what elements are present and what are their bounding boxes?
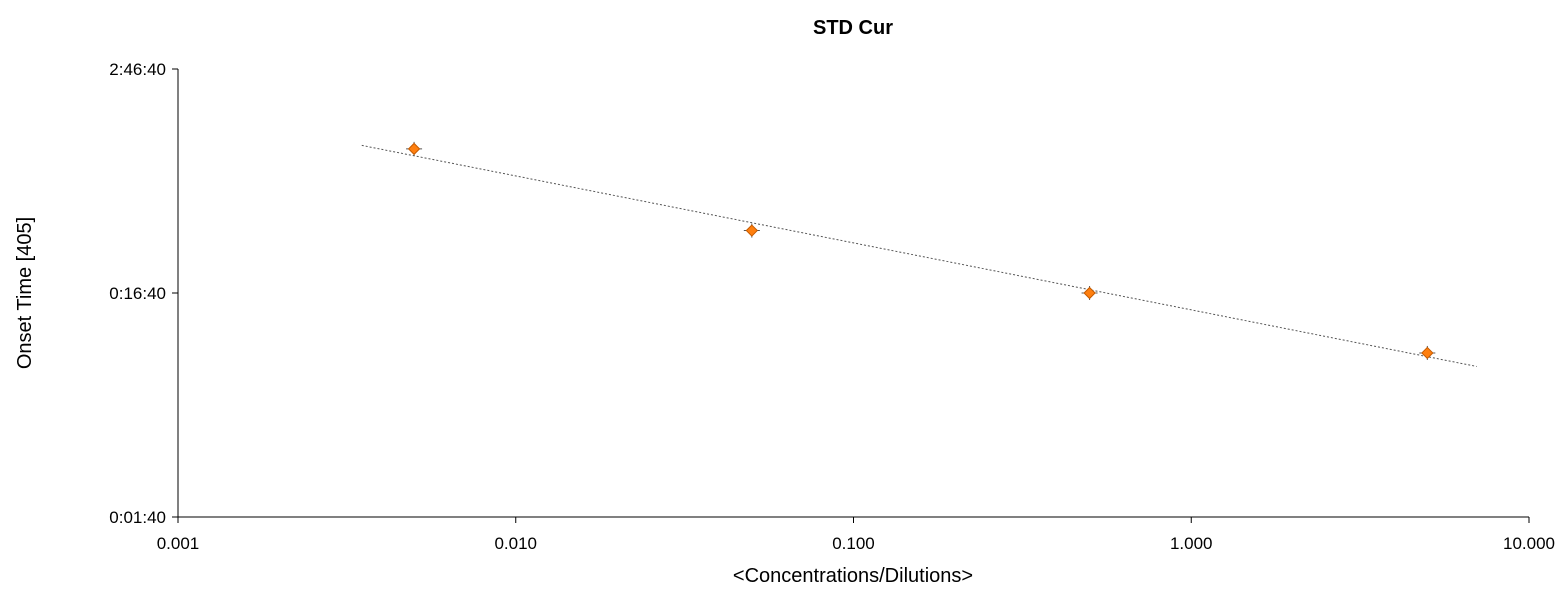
x-tick-label: 0.100 xyxy=(832,534,875,553)
data-point xyxy=(1081,286,1098,300)
point-marker xyxy=(1421,346,1434,360)
data-point xyxy=(1419,345,1436,360)
data-point xyxy=(406,141,423,156)
y-axis: 0:01:40 0:16:40 2:46:40 xyxy=(109,60,179,527)
point-marker xyxy=(745,224,759,237)
point-marker xyxy=(1083,286,1096,300)
y-tick-label: 0:16:40 xyxy=(109,284,166,303)
y-axis-label: Onset Time [405] xyxy=(14,217,36,369)
x-tick-label: 10.000 xyxy=(1503,534,1555,553)
x-tick-label: 0.010 xyxy=(494,534,537,553)
trendline xyxy=(361,144,1477,367)
data-points xyxy=(406,141,1436,360)
chart-title: STD Cur xyxy=(813,17,893,39)
x-tick-label: 0.001 xyxy=(157,534,200,553)
trendline-layer xyxy=(361,144,1477,367)
point-marker xyxy=(407,142,421,156)
y-tick-label: 2:46:40 xyxy=(109,60,166,79)
x-axis-label: <Concentrations/Dilutions> xyxy=(733,565,973,587)
x-tick-label: 1.000 xyxy=(1170,534,1213,553)
x-axis: 0.001 0.010 0.100 1.000 10.000 xyxy=(157,516,1555,553)
y-tick-label: 0:01:40 xyxy=(109,508,166,527)
data-point xyxy=(743,223,760,238)
